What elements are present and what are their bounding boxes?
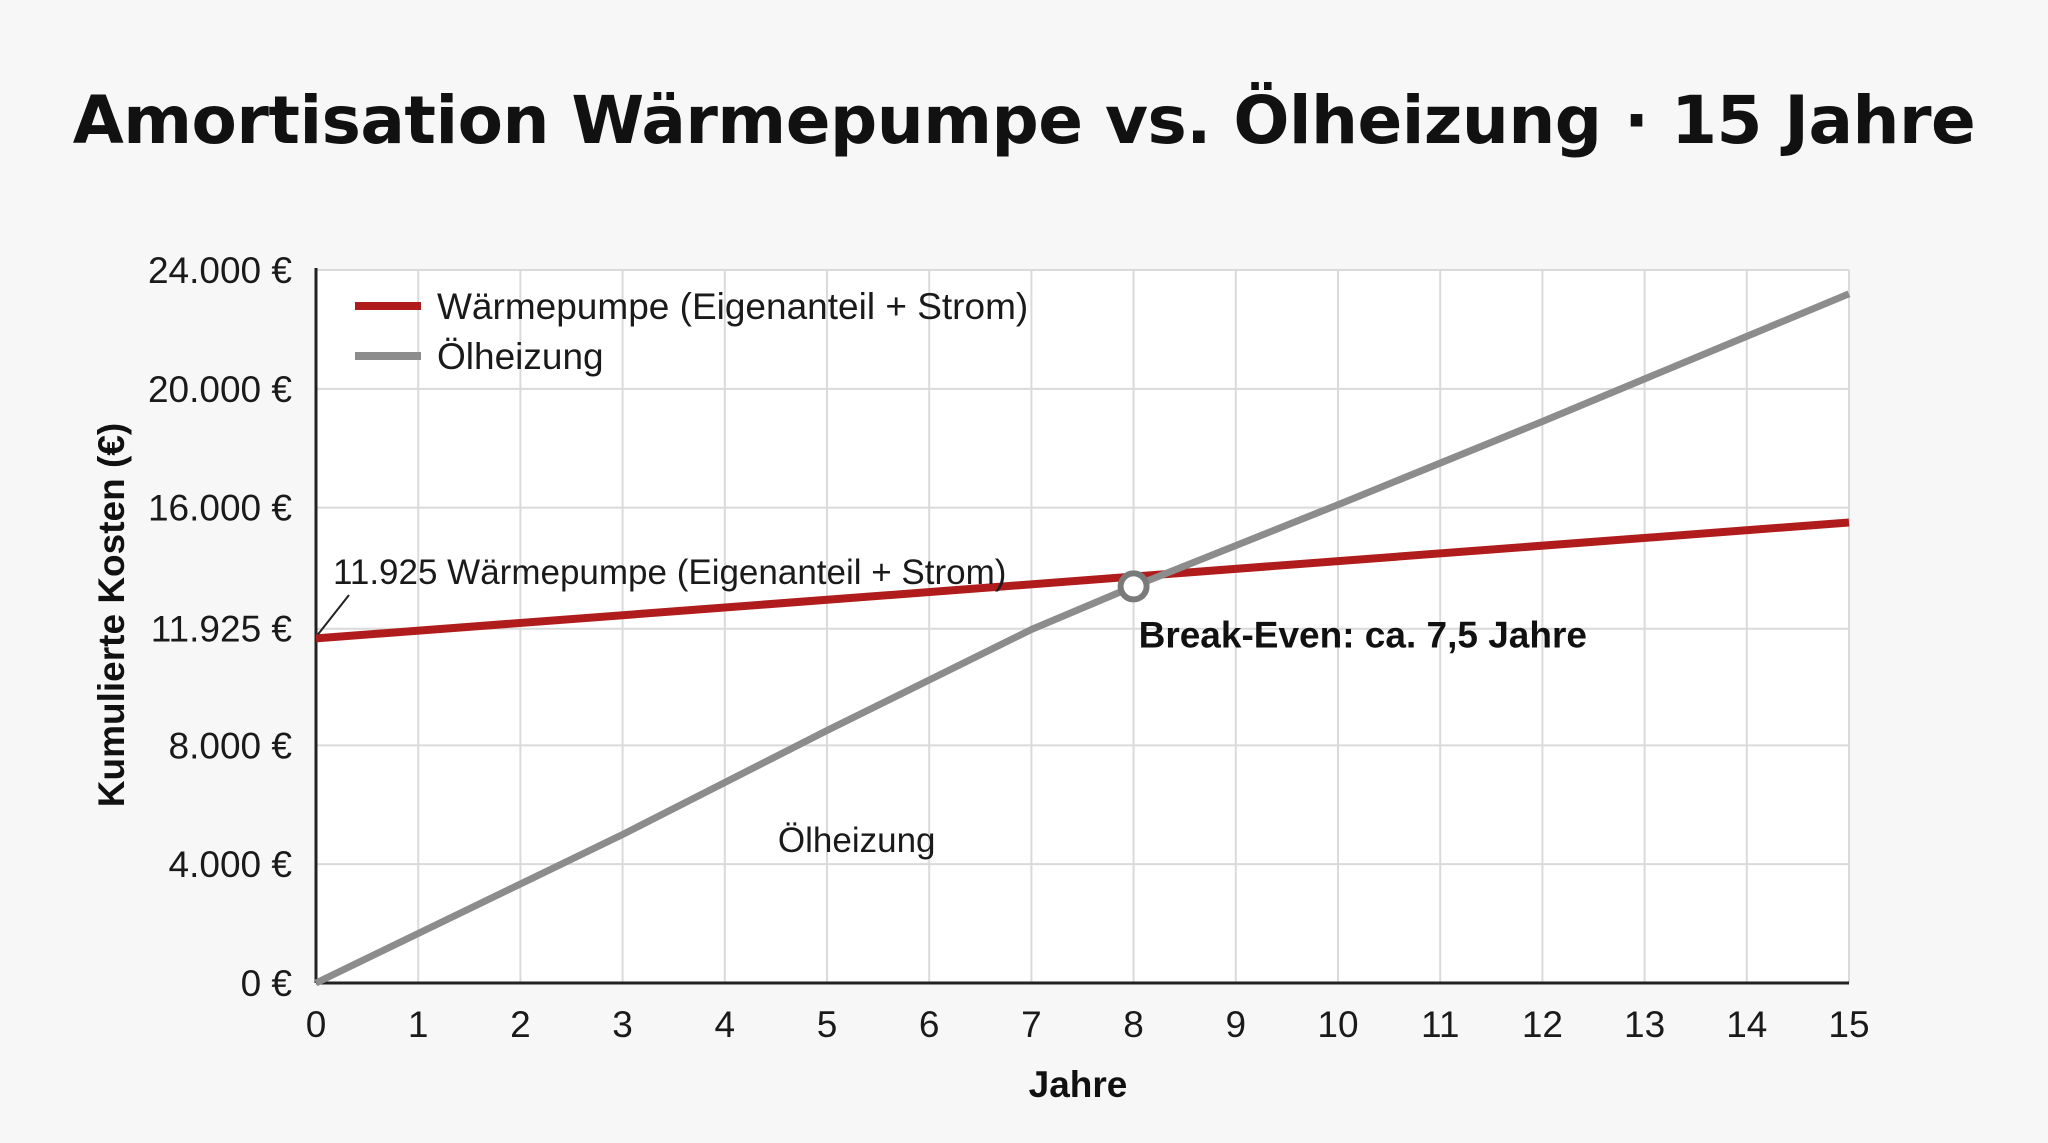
break-even-marker xyxy=(1117,570,1150,603)
tick-labels: 0 1 2 3 4 5 6 7 8 9 10 11 12 13 14 150 €4.000 €8.000 €1… xyxy=(148,250,1870,1045)
x-tick-label: 7 xyxy=(1021,1004,1042,1045)
x-tick-label: 1 xyxy=(408,1004,429,1045)
axes xyxy=(314,268,1849,985)
x-axis-title: Jahre xyxy=(1029,1064,1128,1105)
legend-entry-label: Wärmepumpe (Eigenanteil + Strom) xyxy=(437,286,1028,327)
y-tick-label: 16.000 € xyxy=(148,488,292,529)
annotation-break-even: Break-Even: ca. 7,5 Jahre xyxy=(1139,614,1587,655)
x-tick-label: 9 xyxy=(1226,1004,1247,1045)
series-line-oelheizung xyxy=(314,290,1851,987)
legend: Wärmepumpe (Eigenanteil + Strom) Ölheizun… xyxy=(355,286,1028,377)
x-tick-label: 8 xyxy=(1123,1004,1144,1045)
y-tick-label: 11.925 € xyxy=(151,609,293,650)
x-tick-label: 10 xyxy=(1317,1004,1358,1045)
series-lines xyxy=(314,290,1851,987)
x-tick-label: 12 xyxy=(1522,1004,1563,1045)
x-tick-label: 14 xyxy=(1726,1004,1767,1045)
grid-lines xyxy=(316,269,1850,983)
x-tick-label: 5 xyxy=(817,1004,838,1045)
leader-line xyxy=(317,594,350,636)
x-tick-label: 15 xyxy=(1828,1004,1869,1045)
x-tick-label: 0 xyxy=(306,1004,327,1045)
x-tick-label: 6 xyxy=(919,1004,940,1045)
y-axis-title: Kumulierte Kosten (€) xyxy=(91,423,132,807)
x-tick-label: 13 xyxy=(1624,1004,1665,1045)
y-tick-label: 20.000 € xyxy=(148,369,292,410)
x-tick-label: 3 xyxy=(612,1004,633,1045)
annotations: 11.925 Wärmepumpe (Eigenanteil + Strom) Ö… xyxy=(317,553,1587,860)
legend-entry-label: Ölheizung xyxy=(437,336,604,377)
annotation-waermepumpe-start: 11.925 Wärmepumpe (Eigenanteil + Strom) xyxy=(333,553,1006,592)
x-tick-label: 2 xyxy=(510,1004,531,1045)
chart-title: Amortisation Wärmepumpe vs. Ölheizung · … xyxy=(72,82,1976,159)
x-tick-label: 11 xyxy=(1421,1004,1459,1045)
annotation-oelheizung: Ölheizung xyxy=(778,821,936,860)
y-tick-label: 8.000 € xyxy=(169,725,293,766)
x-tick-label: 4 xyxy=(715,1004,736,1045)
y-tick-label: 0 € xyxy=(241,963,293,1004)
y-tick-label: 24.000 € xyxy=(148,250,292,291)
y-tick-label: 4.000 € xyxy=(169,844,293,885)
series-line-waermepumpe xyxy=(315,518,1850,643)
